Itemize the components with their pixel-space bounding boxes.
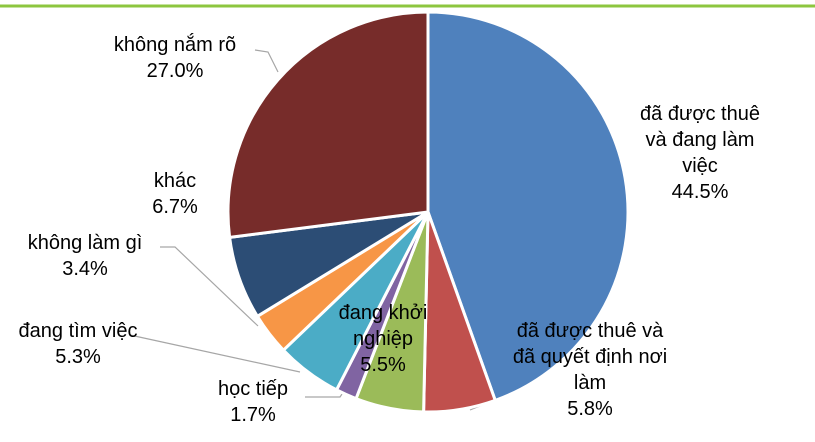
slice-label: đang tìm việc 5.3% bbox=[18, 318, 138, 370]
value-label: 27.0% bbox=[146, 60, 204, 82]
category-name: đang tìm việc bbox=[18, 320, 138, 342]
category-name: học tiếp bbox=[217, 378, 289, 400]
slice-label: đã được thuê và đã quyết định nơi làm 5.8… bbox=[505, 318, 675, 422]
value-label: 44.5% bbox=[671, 181, 729, 203]
value-label: 5.3% bbox=[55, 346, 101, 368]
category-name: đã được thuê và đã quyết định nơi làm bbox=[512, 320, 668, 394]
slice-label: không làm gì 3.4% bbox=[0, 230, 170, 282]
category-name: đã được thuê và đang làm việc bbox=[640, 103, 760, 177]
leader-line bbox=[129, 334, 301, 373]
slice-label: đã được thuê và đang làm việc 44.5% bbox=[630, 101, 770, 205]
category-name: đang khởi nghiệp bbox=[338, 302, 428, 350]
slice-label: đang khởi nghiệp 5.5% bbox=[338, 300, 428, 378]
leader-line bbox=[160, 246, 259, 327]
slice-label: học tiếp 1.7% bbox=[198, 376, 308, 428]
slice-label: khác 6.7% bbox=[120, 168, 230, 220]
value-label: 6.7% bbox=[152, 196, 198, 218]
slices bbox=[226, 10, 630, 414]
value-label: 5.8% bbox=[567, 398, 613, 420]
category-name: không nắm rõ bbox=[113, 34, 237, 56]
pie-slice bbox=[226, 10, 430, 240]
category-name: khác bbox=[153, 170, 197, 192]
value-label: 3.4% bbox=[62, 258, 108, 280]
category-name: không làm gì bbox=[27, 232, 143, 254]
slice-label: không nắm rõ 27.0% bbox=[85, 32, 265, 84]
value-label: 5.5% bbox=[360, 354, 406, 376]
leader-line bbox=[254, 49, 279, 73]
value-label: 1.7% bbox=[230, 404, 276, 426]
leader-lines bbox=[129, 49, 491, 411]
pie-slice bbox=[426, 10, 630, 403]
